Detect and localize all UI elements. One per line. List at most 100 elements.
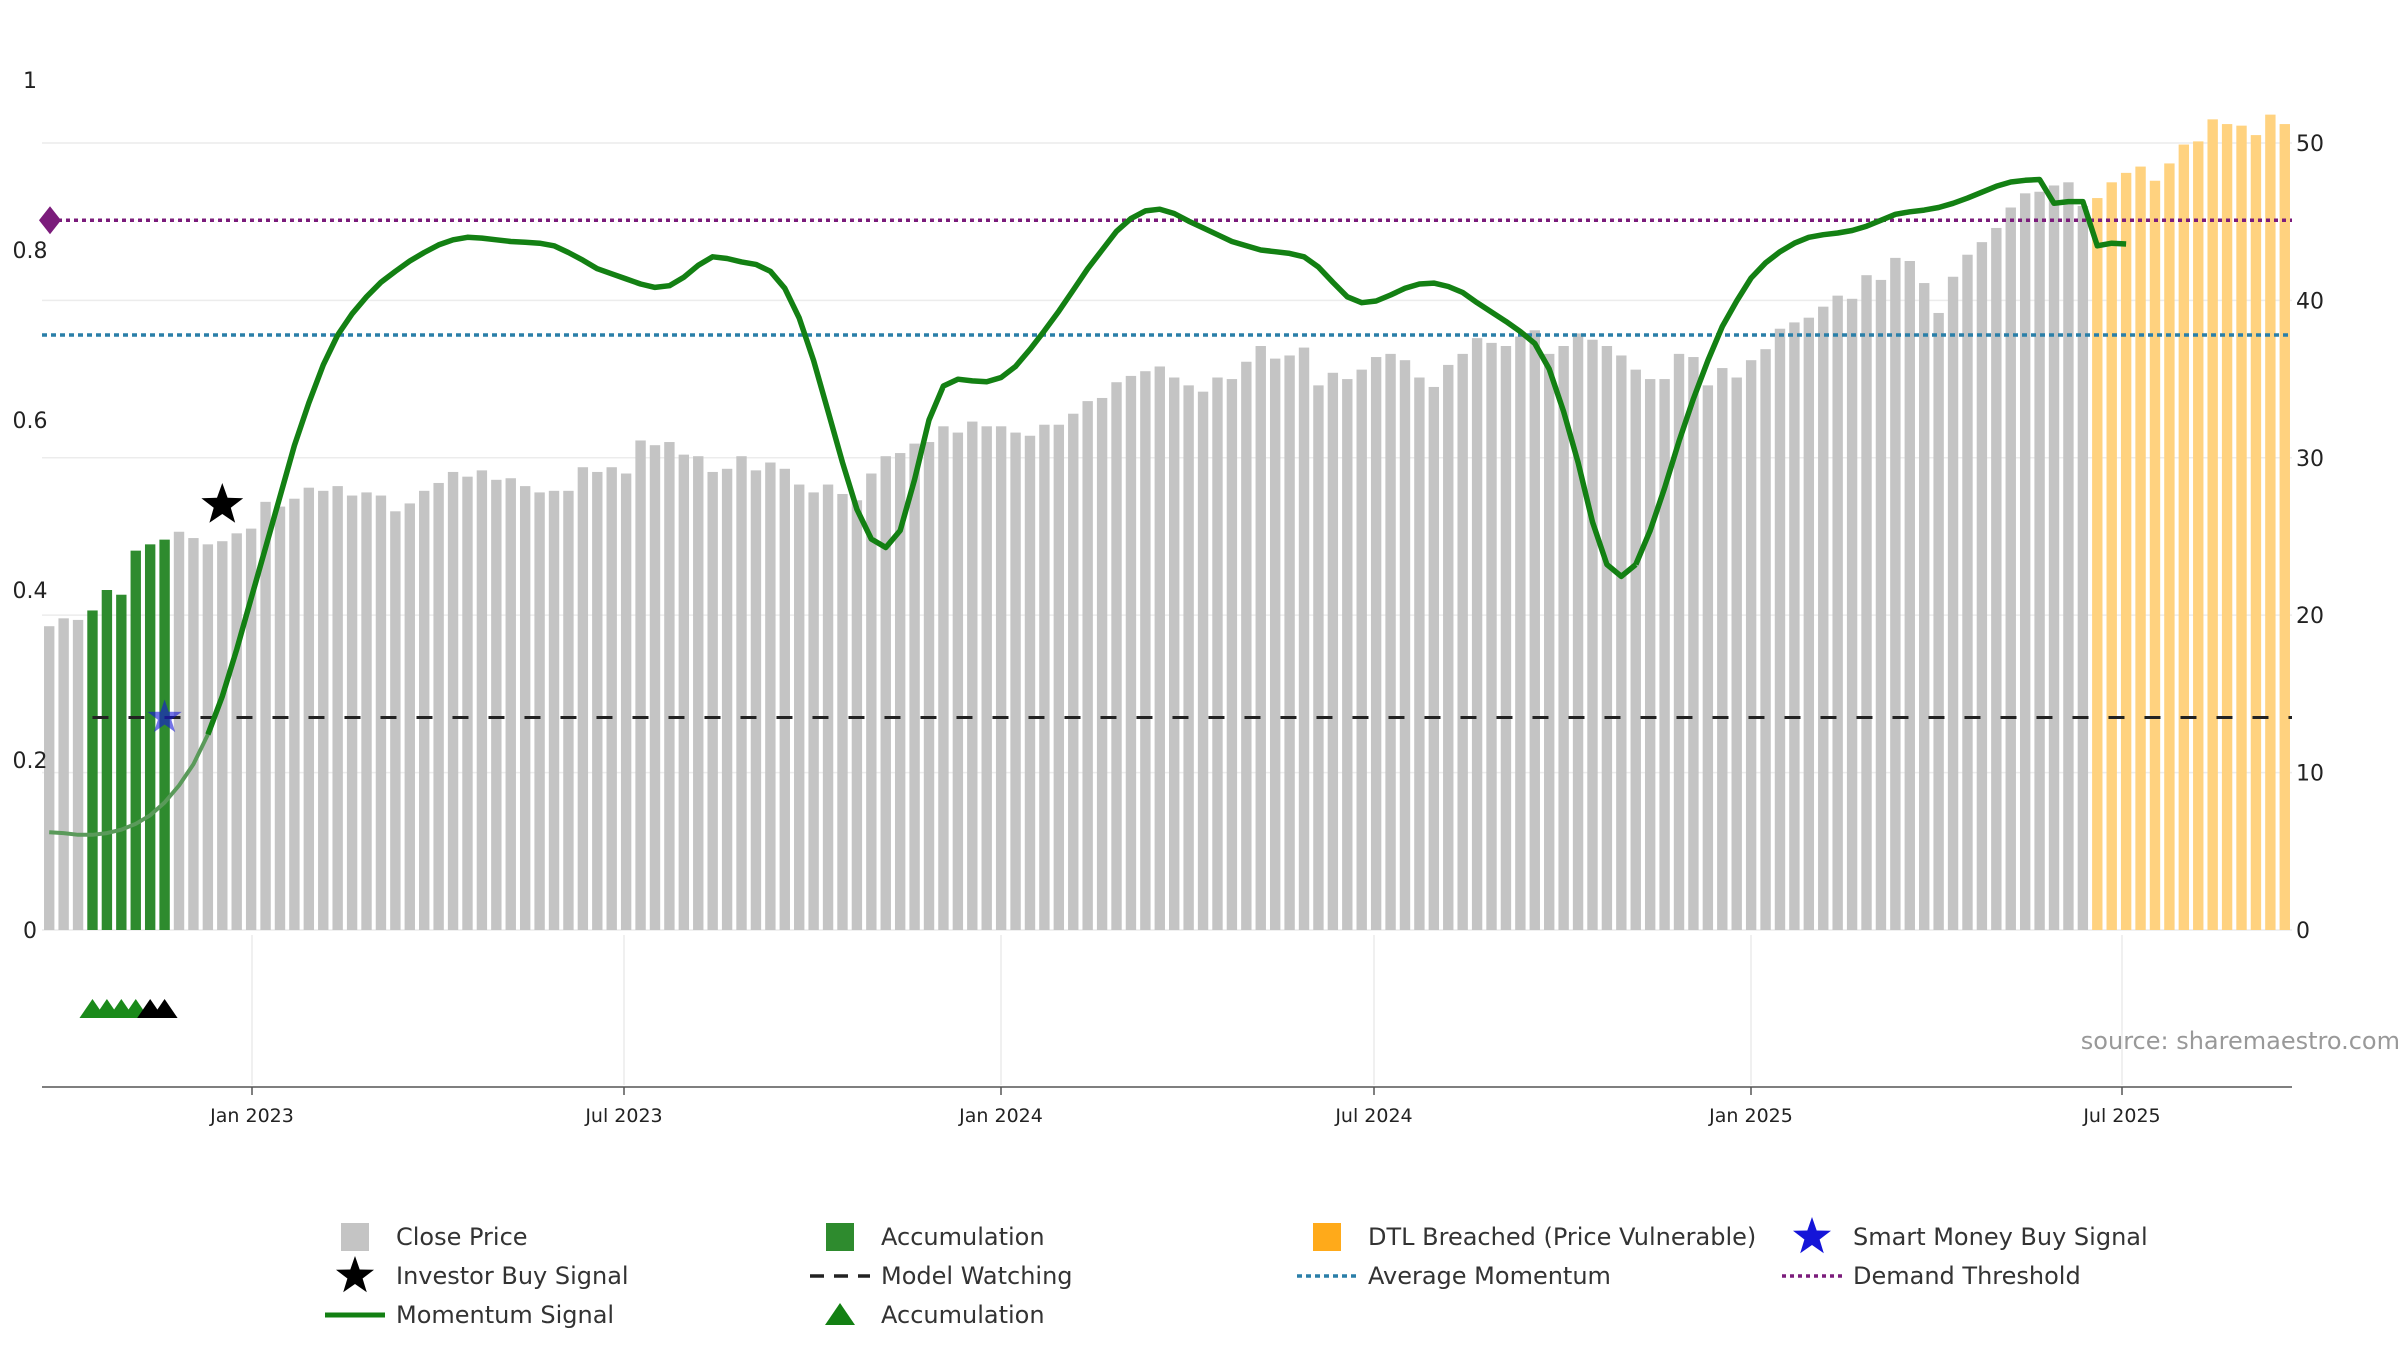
close-price-bar [1991,227,2002,931]
close-price-bar [1053,424,1065,930]
signal-markers [79,483,244,1018]
close-price-bar [2019,193,2031,931]
x-tick-label: Jan 2025 [1708,1105,1793,1127]
dtl-breached-bar [2279,124,2290,930]
legend-label: Accumulation [881,1223,1045,1251]
accumulation-marker [151,999,178,1018]
close-price-bar [1947,276,1959,930]
close-price-bar [779,468,790,930]
close-price-bar [188,538,199,930]
close-price-bar [1760,349,1771,931]
close-price-bar [1298,347,1310,930]
close-price-bar [967,421,978,930]
close-price-bar [981,426,992,930]
close-price-bar [851,500,863,930]
close-price-bar [837,493,848,930]
close-price-bar [2063,182,2074,930]
x-tick-label: Jan 2023 [209,1105,294,1127]
close-price-bar [1774,328,1786,930]
legend-label: Momentum Signal [396,1301,614,1329]
close-price-bar [1443,364,1454,930]
dtl-breached-bar [2092,198,2103,931]
close-price-bar [1630,369,1641,930]
dtl-breached-bar [2265,114,2276,930]
dtl-breached-bar [2193,141,2204,930]
grid [42,142,2292,1085]
close-price-bar [346,495,358,930]
momentum-line-early [49,733,210,837]
legend-label: Investor Buy Signal [396,1262,629,1290]
price-bars [44,114,2290,931]
close-price-bar [1875,279,1887,930]
dtl-breached-bar [2106,182,2117,930]
close-price-bar [563,490,574,930]
legend-smart-money-star-icon [1793,1217,1831,1254]
close-price-bar [1471,338,1483,930]
left-tick-label: 1 [23,69,37,94]
close-price-bar [519,486,531,930]
legend-item: Model Watching [810,1262,1073,1290]
close-price-bar [1457,353,1468,930]
close-price-bar [664,442,675,930]
close-price-bar [1659,379,1670,930]
legend-label: Average Momentum [1368,1262,1611,1290]
legend-item: Smart Money Buy Signal [1793,1217,2148,1254]
close-price-bar [1803,317,1815,930]
legend-label: Model Watching [881,1262,1073,1290]
close-price-bar [1284,355,1295,930]
close-price-bar [491,479,502,930]
close-price-bar [721,468,733,930]
close-price-bar [1601,346,1613,930]
legend-item: Investor Buy Signal [336,1256,629,1293]
close-price-bar [231,533,242,930]
close-price-bar [1370,357,1382,930]
legend: Close Price Accumulation DTL Breached (Pri… [325,1217,2148,1329]
x-tick-label: Jul 2024 [1334,1105,1412,1127]
left-tick-label: 0.4 [13,579,48,604]
close-price-bar [1717,368,1728,930]
close-price-bar [58,618,69,930]
close-price-bar [808,492,819,930]
legend-item: DTL Breached (Price Vulnerable) [1313,1223,1756,1251]
close-price-bar [1414,377,1425,930]
legend-accumulation-swatch [826,1223,854,1251]
close-price-bar [1890,257,1901,930]
close-price-bar [1428,386,1440,930]
momentum-line-late [1633,176,2127,566]
close-price-bar [1688,357,1699,930]
close-price-bar [1111,382,1122,930]
close-price-bar [404,503,415,930]
close-price-bar [1832,295,1843,930]
close-price-bar [952,432,964,930]
accumulation-bar [87,610,98,930]
close-price-bar [1544,353,1555,930]
close-price-bar [419,490,430,930]
close-price-bar [217,541,228,930]
close-price-bar [361,492,372,930]
right-tick-label: 40 [2296,289,2324,314]
investor-buy-signal-star [201,483,244,523]
close-price-bar [2034,191,2045,930]
close-price-bar [1673,353,1685,930]
close-price-bar [318,490,329,930]
close-price-bar [433,482,444,930]
close-price-bar [1904,261,1915,930]
close-price-bar [1818,306,1829,931]
accumulation-bar [116,594,127,930]
close-price-bar [476,470,488,930]
close-price-bar [1082,401,1093,931]
close-price-bar [1226,379,1238,930]
close-price-bar [2077,205,2089,931]
dtl-breached-bar [2164,163,2175,931]
close-price-bar [1154,366,1165,931]
close-price-bar [1558,346,1569,930]
close-price-bar [1399,360,1411,930]
close-price-bar [880,456,891,930]
legend-item: Demand Threshold [1782,1262,2081,1290]
close-price-bar [620,473,632,930]
legend-accumulation-triangle-icon [825,1303,855,1325]
close-price-bar [1241,361,1252,930]
accumulation-bar [130,550,141,930]
dtl-breached-bar [2250,135,2262,930]
close-price-bar [866,473,877,930]
